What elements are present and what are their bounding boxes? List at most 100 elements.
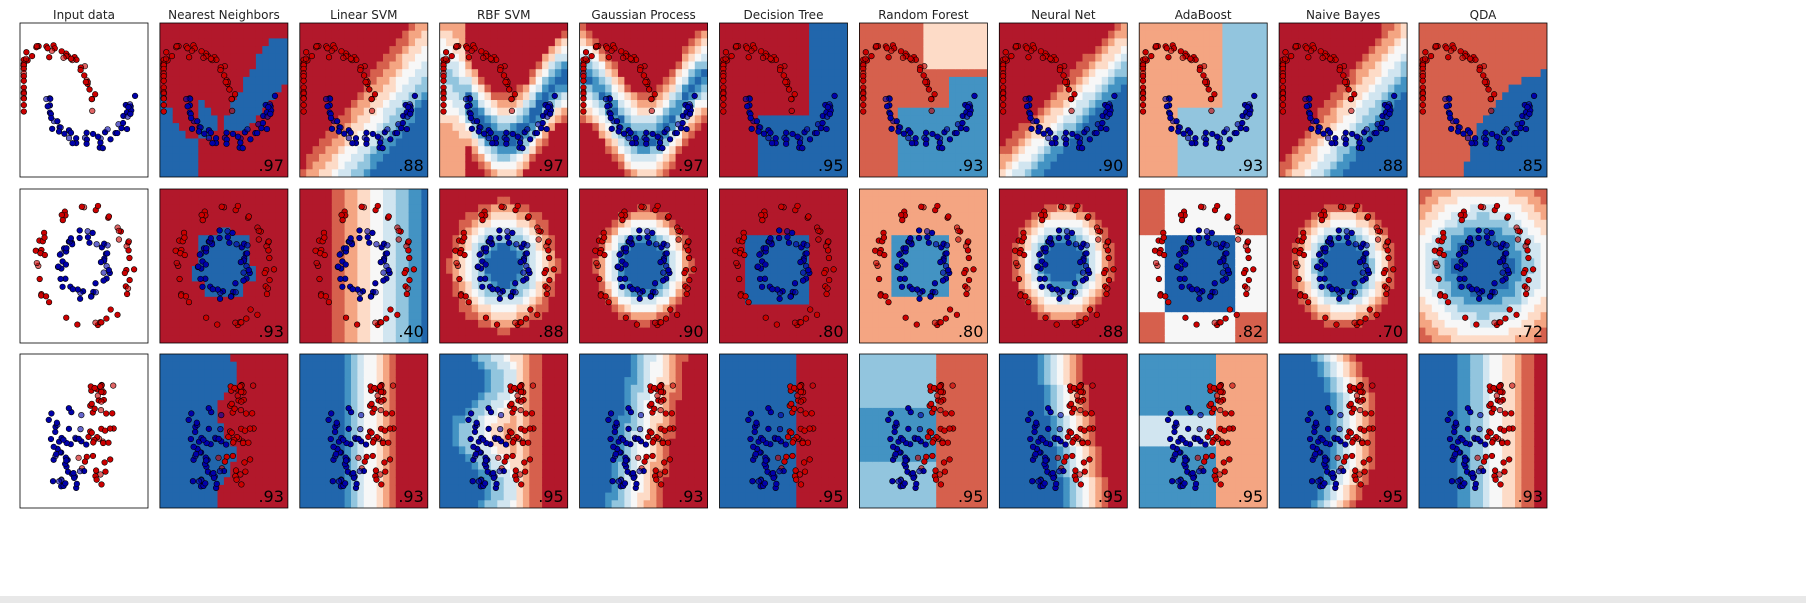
point-class-1 <box>1335 234 1342 242</box>
point-class-1 <box>664 242 671 249</box>
point-class-1 <box>1171 428 1178 436</box>
point-class-0 <box>931 91 938 98</box>
point-class-1 <box>369 130 376 138</box>
point-class-0 <box>1351 91 1358 98</box>
point-class-0 <box>1104 285 1111 292</box>
point-class-0 <box>160 101 167 109</box>
point-class-1 <box>660 269 667 276</box>
point-class-1 <box>1188 286 1196 293</box>
point-class-0 <box>1209 439 1216 446</box>
point-class-1 <box>107 136 114 143</box>
point-class-1 <box>1354 133 1361 140</box>
point-class-0 <box>1347 400 1354 407</box>
point-class-1 <box>533 129 541 137</box>
point-class-0 <box>1366 456 1373 463</box>
point-class-1 <box>524 126 531 133</box>
point-class-0 <box>1216 383 1223 390</box>
point-class-1 <box>953 129 960 137</box>
point-class-0 <box>500 72 508 79</box>
point-class-1 <box>939 277 947 284</box>
point-class-1 <box>330 443 337 450</box>
point-class-1 <box>752 451 759 458</box>
point-class-0 <box>1178 217 1186 224</box>
point-class-0 <box>1349 439 1356 446</box>
panel-1-5: .80 <box>719 188 848 344</box>
point-class-1 <box>907 235 914 242</box>
point-class-0 <box>1501 468 1508 475</box>
point-class-1 <box>1462 245 1469 252</box>
point-class-0 <box>965 277 973 284</box>
point-class-1 <box>1312 419 1320 426</box>
point-class-1 <box>1031 428 1038 436</box>
point-class-0 <box>627 55 634 62</box>
point-class-0 <box>261 269 268 277</box>
point-class-1 <box>483 245 490 252</box>
point-class-0 <box>921 458 928 465</box>
point-class-0 <box>1226 306 1233 313</box>
point-class-0 <box>1490 384 1497 392</box>
point-class-0 <box>1220 459 1227 466</box>
point-class-1 <box>782 140 790 147</box>
point-class-0 <box>1514 236 1522 243</box>
point-class-0 <box>1163 45 1170 52</box>
point-class-0 <box>78 203 85 210</box>
point-class-0 <box>543 290 550 298</box>
point-class-1 <box>959 119 966 127</box>
point-class-0 <box>1064 433 1071 441</box>
point-class-0 <box>1187 55 1194 62</box>
point-class-0 <box>509 439 517 446</box>
point-class-1 <box>48 410 55 417</box>
point-class-0 <box>916 66 924 74</box>
point-class-1 <box>616 251 623 258</box>
score-label: .90 <box>678 322 703 341</box>
point-class-1 <box>769 470 777 477</box>
point-class-0 <box>237 406 245 414</box>
decision-surface <box>159 354 288 508</box>
point-class-0 <box>440 77 447 84</box>
point-class-0 <box>685 238 692 245</box>
point-class-1 <box>817 125 825 132</box>
point-class-1 <box>1209 130 1216 138</box>
point-class-0 <box>372 467 380 474</box>
point-class-1 <box>468 410 475 417</box>
point-class-1 <box>227 293 235 300</box>
point-class-0 <box>1221 427 1228 434</box>
point-class-1 <box>1042 245 1049 252</box>
point-class-1 <box>627 235 634 242</box>
point-class-0 <box>1490 405 1497 412</box>
point-class-1 <box>61 130 68 137</box>
point-class-1 <box>657 259 664 266</box>
point-class-0 <box>1008 53 1015 60</box>
point-class-1 <box>905 135 912 142</box>
point-class-1 <box>1328 286 1336 293</box>
point-class-1 <box>882 95 889 103</box>
point-class-0 <box>242 468 249 475</box>
point-class-1 <box>625 405 632 412</box>
point-class-1 <box>538 125 545 132</box>
point-class-1 <box>749 478 756 485</box>
point-class-0 <box>785 86 793 93</box>
point-class-0 <box>383 315 390 322</box>
point-class-1 <box>481 130 488 137</box>
point-class-0 <box>1244 285 1251 292</box>
point-class-0 <box>944 439 951 446</box>
point-class-0 <box>1177 211 1185 219</box>
point-class-0 <box>1347 96 1354 103</box>
point-class-0 <box>1292 259 1300 267</box>
point-class-0 <box>1086 425 1093 432</box>
point-class-0 <box>862 55 869 62</box>
point-class-1 <box>1348 229 1355 236</box>
point-class-0 <box>940 459 948 466</box>
point-class-1 <box>1180 130 1187 137</box>
point-class-1 <box>1023 103 1031 110</box>
point-class-1 <box>1184 405 1192 412</box>
point-class-1 <box>487 235 494 242</box>
point-class-0 <box>941 468 948 475</box>
bottom-scrollbar[interactable] <box>0 596 1806 603</box>
point-class-0 <box>1374 227 1382 234</box>
point-class-0 <box>461 251 468 259</box>
point-class-0 <box>720 77 727 84</box>
point-class-0 <box>1000 108 1007 115</box>
point-class-1 <box>1315 128 1322 135</box>
point-class-0 <box>521 459 528 466</box>
